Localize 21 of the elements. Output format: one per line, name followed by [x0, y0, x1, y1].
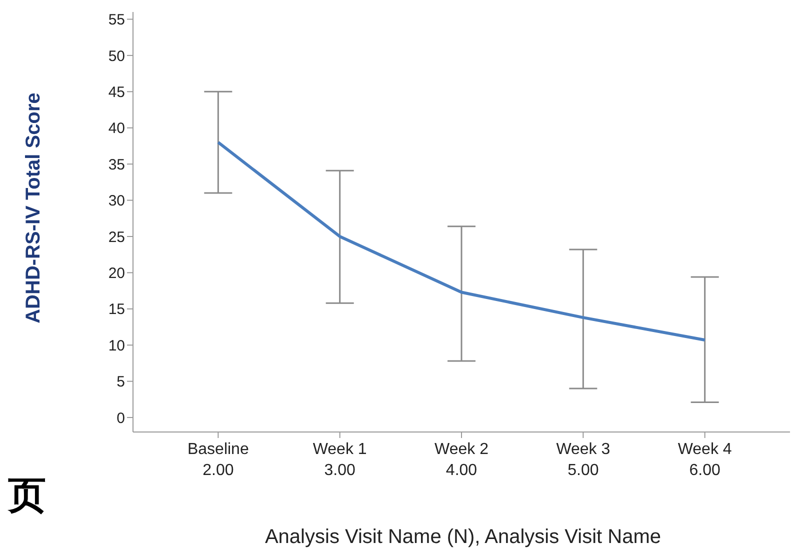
y-tick-label: 5: [116, 374, 125, 391]
x-tick-label: Week 1 3.00: [312, 441, 367, 479]
y-tick-label: 20: [108, 265, 125, 282]
y-tick-label: 10: [108, 337, 125, 354]
y-tick-label: 30: [108, 192, 125, 210]
y-tick-label: 50: [108, 48, 125, 65]
y-tick-label: 40: [108, 120, 125, 138]
x-tick-label: Week 2 4.00: [434, 441, 489, 479]
text: 页: [8, 472, 46, 519]
y-tick-label: 45: [108, 84, 125, 101]
y-tick-label: 15: [108, 301, 125, 318]
x-tick-label: Week 4 6.00: [678, 441, 732, 479]
y-tick-label: 35: [108, 156, 125, 174]
x-axis-title: Analysis Visit Name (N), Analysis Visit Name: [264, 526, 662, 549]
y-tick-label: 25: [108, 228, 125, 246]
x-tick-label: Week 3 5.00: [556, 441, 610, 479]
x-tick-label: Baseline 2.00: [187, 441, 249, 479]
y-tick-label: 55: [108, 12, 125, 29]
y-axis-title: ADHD-RS-IV Total Score: [22, 92, 46, 324]
line-series: [216, 140, 706, 342]
y-tick-label: 0: [116, 410, 125, 427]
